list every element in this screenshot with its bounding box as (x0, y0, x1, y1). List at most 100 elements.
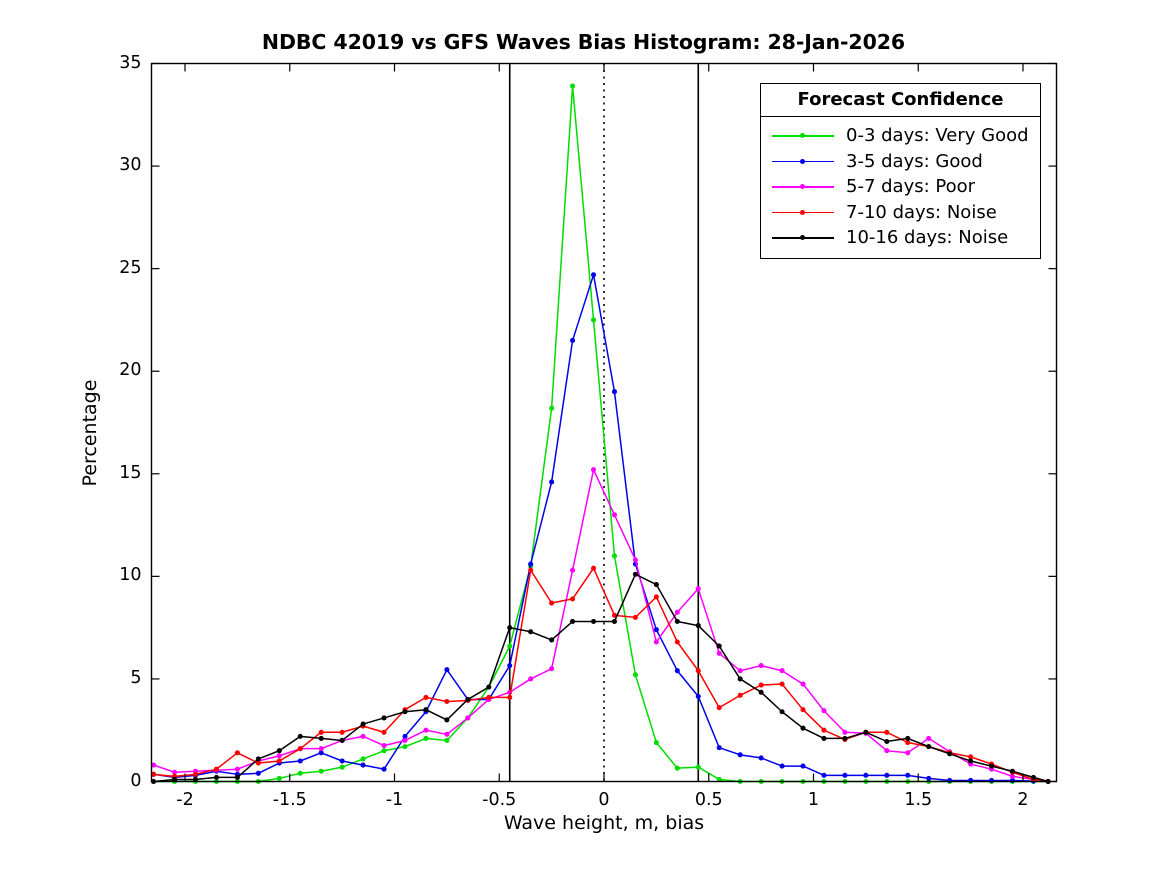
data-point (611, 389, 618, 395)
data-point (779, 709, 785, 715)
data-point (590, 618, 597, 625)
data-point (1030, 774, 1037, 780)
data-point (318, 768, 324, 774)
data-point (423, 727, 429, 733)
data-point (234, 774, 240, 780)
data-point (758, 663, 764, 669)
legend-item-label: 3-5 days: Good (846, 150, 983, 172)
data-point (863, 729, 869, 735)
data-point (213, 774, 219, 780)
data-point (926, 744, 932, 750)
data-point (570, 567, 576, 573)
legend-item-3[interactable]: 7-10 days: Noise (761, 200, 1040, 226)
data-point (360, 733, 366, 739)
data-point (549, 479, 555, 485)
data-point (968, 758, 974, 764)
data-point (381, 748, 387, 754)
data-point (926, 775, 932, 781)
data-point (884, 729, 890, 735)
data-point (842, 729, 848, 735)
data-point (381, 729, 387, 735)
data-point (444, 698, 450, 705)
legend-item-1[interactable]: 3-5 days: Good (761, 149, 1040, 175)
data-point (402, 733, 408, 739)
data-point (947, 751, 953, 757)
data-point (570, 596, 576, 602)
data-point (381, 715, 387, 721)
data-point (611, 512, 618, 518)
x-tick-label: -0.5 (482, 789, 517, 810)
data-point (570, 337, 576, 343)
data-point (884, 748, 890, 754)
data-point (528, 676, 534, 682)
data-point (716, 650, 722, 656)
data-point (800, 681, 806, 687)
data-point (297, 770, 303, 776)
data-point (653, 594, 659, 600)
data-point (611, 618, 618, 625)
data-point (737, 752, 743, 758)
data-point (549, 637, 555, 643)
x-tick-label: 0 (598, 789, 610, 810)
data-point (758, 682, 764, 688)
legend-items: 0-3 days: Very Good 3-5 days: Good 5-7 day… (761, 117, 1040, 258)
data-point (570, 618, 576, 625)
data-point (821, 735, 827, 741)
data-point (318, 729, 324, 735)
data-point (863, 772, 869, 778)
legend-color-swatch (772, 129, 834, 143)
data-point (737, 692, 743, 698)
y-tick-label: 30 (119, 155, 142, 176)
data-point (779, 681, 785, 687)
data-point (926, 735, 932, 741)
data-point (255, 756, 261, 762)
legend-item-label: 7-10 days: Noise (846, 201, 997, 223)
data-point (486, 694, 492, 700)
data-point (1009, 768, 1016, 774)
data-point (276, 753, 282, 759)
legend-color-swatch (772, 180, 834, 194)
legend-item-2[interactable]: 5-7 days: Poor (761, 174, 1040, 200)
data-point (318, 735, 324, 741)
legend-item-4[interactable]: 10-16 days: Noise (761, 225, 1040, 251)
data-point (779, 763, 785, 769)
data-point (423, 735, 429, 741)
x-tick-label: -1.5 (272, 789, 307, 810)
data-point (444, 737, 450, 744)
y-tick-label: 5 (130, 667, 142, 688)
data-point (590, 565, 597, 571)
data-point (800, 725, 806, 731)
data-point (842, 772, 848, 778)
data-point (339, 758, 345, 764)
data-point (192, 771, 199, 777)
data-point (674, 668, 680, 674)
x-tick-label: 1 (807, 789, 820, 810)
legend-item-0[interactable]: 0-3 days: Very Good (761, 123, 1040, 149)
data-point (528, 629, 534, 635)
legend-color-swatch (772, 205, 834, 219)
data-point (444, 717, 450, 723)
x-tick-label: -2 (176, 789, 194, 810)
data-point (297, 758, 303, 764)
data-point (758, 755, 764, 761)
data-point (905, 739, 911, 746)
data-point (465, 715, 471, 721)
x-tick-label: 1.5 (904, 789, 933, 810)
data-point (297, 733, 303, 739)
data-point (674, 618, 680, 625)
data-point (528, 567, 534, 573)
data-point (821, 708, 827, 714)
series-line (152, 573, 1049, 783)
data-point (213, 766, 219, 772)
data-point (402, 744, 408, 750)
data-point (653, 739, 659, 746)
data-point (444, 731, 450, 737)
data-point (590, 467, 597, 473)
y-tick-label: 0 (130, 770, 142, 791)
series-1 (151, 272, 1051, 785)
x-tick-label: 2 (1017, 789, 1029, 810)
data-point (779, 668, 785, 674)
data-point (360, 721, 366, 727)
series-2 (151, 467, 1051, 785)
